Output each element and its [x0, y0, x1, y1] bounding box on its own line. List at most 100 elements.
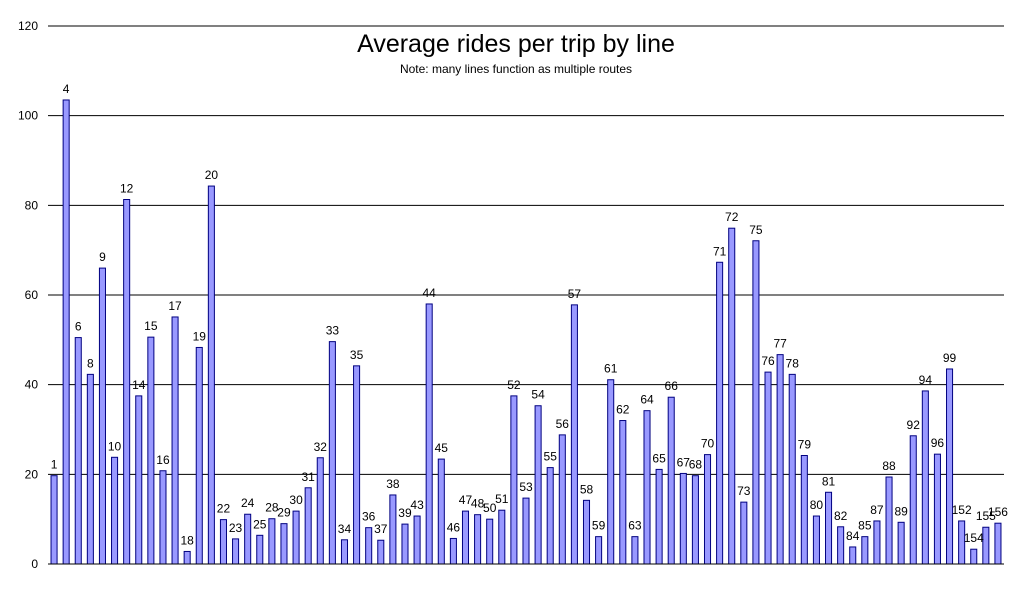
bar — [522, 497, 530, 565]
bar — [147, 336, 155, 565]
bars — [50, 99, 1002, 565]
bar — [413, 515, 421, 565]
data-labels: 1468910121415161718192022232425282930313… — [51, 82, 1009, 547]
bar — [437, 458, 445, 565]
bar — [703, 454, 712, 565]
bar-category-label: 44 — [423, 286, 437, 300]
bar — [449, 537, 457, 565]
bar-category-label: 12 — [120, 182, 134, 196]
gridlines — [48, 25, 1004, 475]
bar — [280, 523, 288, 565]
bar-category-label: 75 — [749, 223, 763, 237]
bar — [946, 368, 954, 565]
bar-category-label: 32 — [314, 440, 328, 454]
bar — [595, 536, 603, 565]
bar — [812, 515, 820, 565]
bar-category-label: 19 — [193, 329, 207, 343]
bar-category-label: 71 — [713, 244, 727, 258]
bar-category-label: 68 — [689, 458, 703, 472]
bar — [111, 456, 119, 565]
bar — [86, 373, 94, 565]
bar — [873, 520, 881, 565]
bar-category-label: 152 — [952, 503, 972, 517]
bar-category-label: 156 — [988, 505, 1008, 519]
bar — [461, 510, 470, 565]
bar-category-label: 85 — [858, 519, 872, 533]
y-tick-label: 60 — [25, 288, 39, 302]
bar — [764, 371, 772, 565]
bar — [655, 468, 663, 565]
bar-category-label: 79 — [798, 438, 812, 452]
bar — [546, 467, 554, 565]
y-tick-label: 0 — [31, 557, 38, 571]
bar-category-label: 37 — [374, 522, 388, 536]
bar-category-label: 51 — [495, 492, 509, 506]
bar-category-label: 154 — [964, 531, 984, 545]
bar-category-label: 48 — [471, 497, 485, 511]
bar — [897, 521, 905, 565]
bar — [679, 472, 687, 565]
bar-category-label: 94 — [919, 373, 933, 387]
bar — [788, 373, 796, 565]
bar — [268, 518, 276, 565]
bar — [728, 227, 736, 565]
bar-category-label: 6 — [75, 320, 82, 334]
bar-category-label: 53 — [519, 480, 533, 494]
bar-category-label: 46 — [447, 520, 461, 534]
bar-category-label: 82 — [834, 509, 848, 523]
bar-category-label: 36 — [362, 510, 376, 524]
bar — [861, 536, 869, 565]
bar — [885, 476, 893, 565]
bar — [159, 470, 167, 565]
bar-category-label: 80 — [810, 498, 824, 512]
bar-category-label: 92 — [907, 418, 921, 432]
bar-category-label: 67 — [677, 455, 691, 469]
bar-category-label: 64 — [640, 393, 654, 407]
bar-category-label: 89 — [894, 504, 908, 518]
bar — [558, 434, 566, 565]
bar-category-label: 39 — [398, 506, 412, 520]
bar-category-label: 155 — [976, 509, 996, 523]
bar-category-label: 45 — [435, 441, 449, 455]
chart-title: Average rides per trip by line — [357, 30, 675, 58]
bar — [994, 522, 1002, 565]
bar-category-label: 57 — [568, 287, 582, 301]
bar-category-label: 78 — [786, 356, 800, 370]
bar — [74, 337, 82, 565]
bar — [970, 548, 978, 565]
bar-category-label: 84 — [846, 529, 860, 543]
bar-category-label: 35 — [350, 348, 364, 362]
bar-category-label: 70 — [701, 437, 715, 451]
bar — [195, 346, 203, 565]
bar-category-label: 24 — [241, 496, 255, 510]
bar-category-label: 1 — [51, 458, 58, 472]
bar — [825, 491, 833, 565]
bar-category-label: 65 — [652, 451, 666, 465]
bar — [244, 513, 252, 565]
bar — [389, 494, 397, 565]
bar — [921, 390, 929, 565]
bar — [171, 316, 179, 565]
bar — [183, 550, 191, 565]
bar-category-label: 14 — [132, 378, 146, 392]
bar-category-label: 30 — [289, 493, 303, 507]
bar — [232, 538, 240, 565]
bar-category-label: 9 — [99, 250, 106, 264]
bar — [304, 487, 312, 565]
bar-category-label: 87 — [870, 503, 884, 517]
bar — [933, 453, 941, 565]
bar — [534, 405, 542, 565]
bar-category-label: 25 — [253, 517, 267, 531]
bar-category-label: 77 — [773, 337, 787, 351]
y-tick-label: 120 — [18, 19, 38, 33]
bar-category-label: 88 — [882, 459, 896, 473]
bar-category-label: 54 — [531, 388, 545, 402]
bar — [510, 395, 518, 565]
bar-category-label: 50 — [483, 501, 497, 515]
bar-category-label: 33 — [326, 324, 340, 338]
bar-category-label: 72 — [725, 210, 739, 224]
bar-category-label: 47 — [459, 493, 473, 507]
bar-category-label: 81 — [822, 474, 836, 488]
bar — [740, 501, 748, 565]
